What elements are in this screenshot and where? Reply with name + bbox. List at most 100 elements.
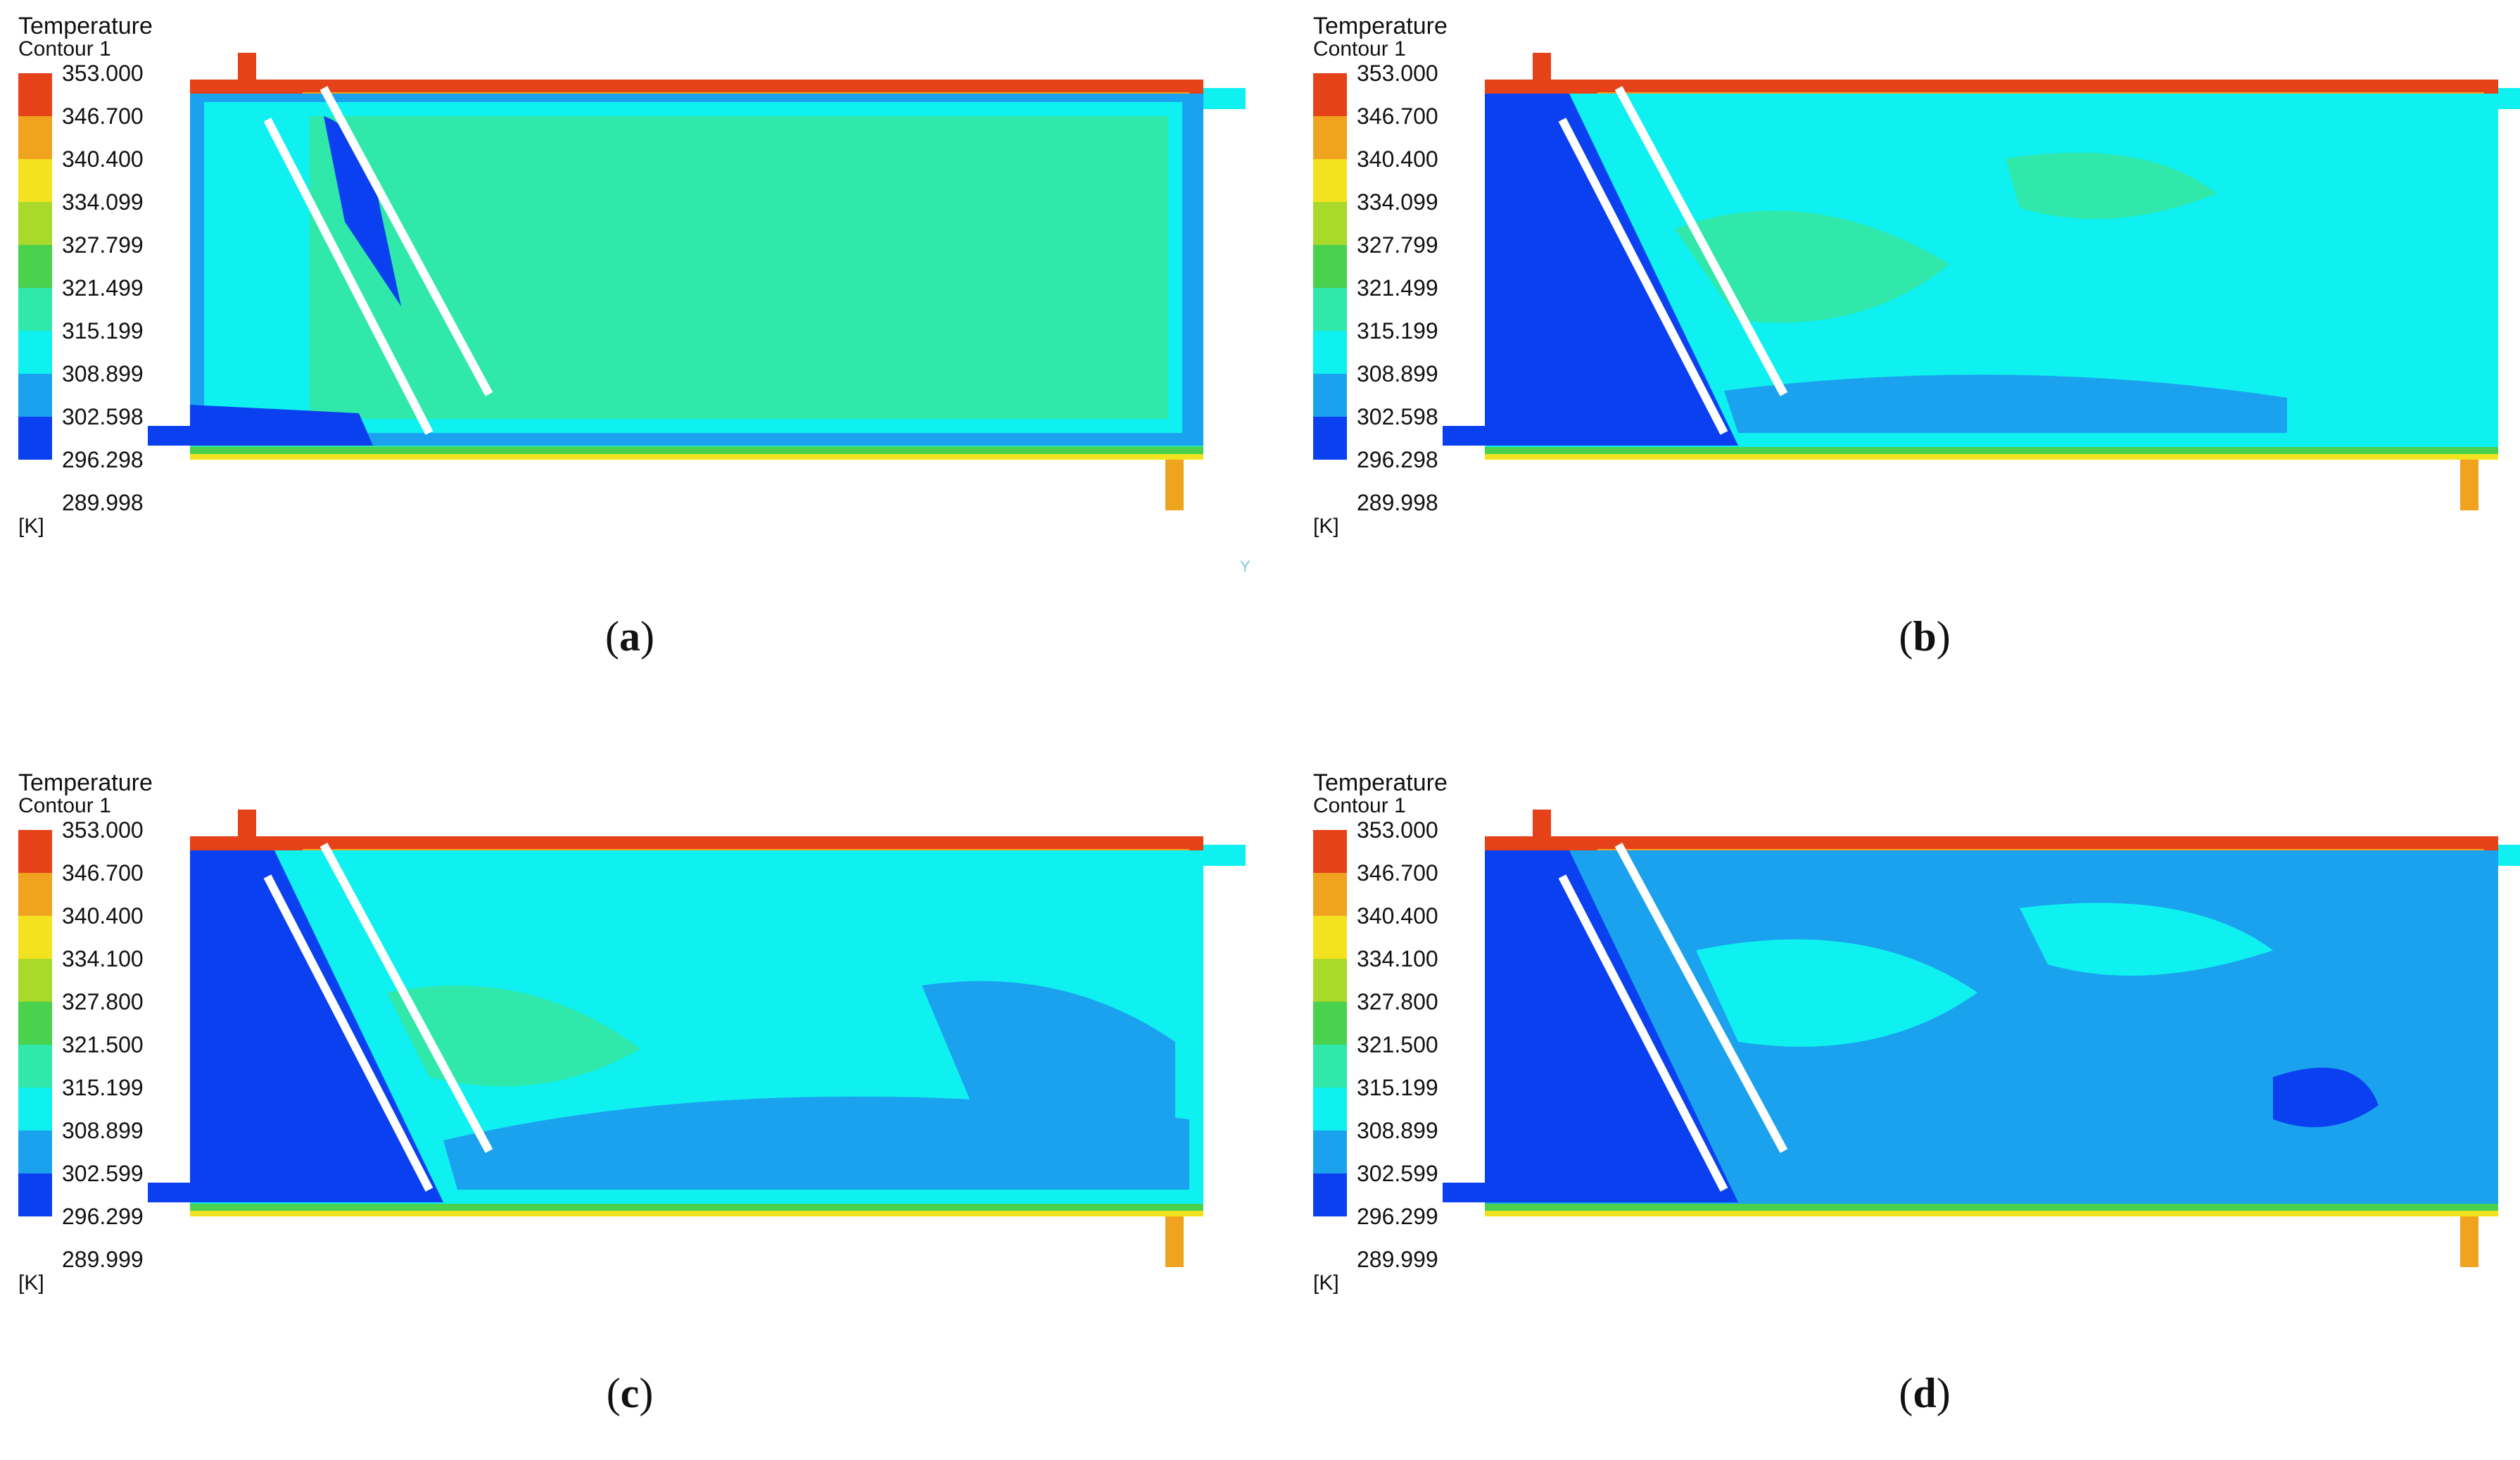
legend-swatch: [1313, 159, 1347, 202]
legend-tick-label: 289.998: [62, 490, 144, 515]
bottom-stripe: [190, 447, 1203, 454]
legend-swatch: [18, 1002, 52, 1045]
legend-swatch: [1313, 1173, 1347, 1216]
temperature-contour-plot: [1443, 810, 2520, 1267]
legend-swatch: [1313, 73, 1347, 116]
panel-caption: (c): [606, 1370, 654, 1416]
hot-inlet-pipe: [1533, 810, 1551, 838]
hot-inlet-pipe: [238, 53, 256, 81]
hot-top-layer: [190, 836, 1203, 850]
baffle-plate: [1558, 118, 1728, 435]
legend-tick-label: 353.000: [1357, 61, 1438, 86]
legend-subtitle: Contour 1: [18, 37, 111, 61]
cold-pool: [190, 405, 373, 446]
warm-core: [310, 116, 1168, 419]
legend-swatch: [18, 245, 52, 288]
legend-title: Temperature: [1313, 13, 1448, 39]
cold-inlet-pipe: [1443, 426, 1485, 446]
legend-color-bar: [1313, 73, 1347, 503]
temperature-contour-plot: [1443, 53, 2520, 510]
hot-top-layer: [1485, 836, 2498, 850]
legend-swatch: [1313, 873, 1347, 916]
legend-unit: [K]: [1313, 1271, 1339, 1295]
legend-unit: [K]: [18, 1271, 44, 1295]
hot-top-layer: [190, 80, 1203, 94]
y-axis-marker: Y: [1240, 558, 1250, 575]
legend-swatch: [18, 873, 52, 916]
warm-plume: [387, 986, 640, 1087]
legend-swatch: [1313, 331, 1347, 374]
residual-warm: [1696, 939, 1977, 1047]
cool-region: [922, 981, 1175, 1119]
hot-top-layer: [1485, 80, 2498, 94]
bottom-stripe: [1485, 447, 2498, 454]
temperature-legend: Temperature Contour 1 353.000 346.700 340.…: [18, 14, 229, 549]
panel-caption: (a): [605, 613, 654, 660]
cool-region: [443, 1096, 1189, 1190]
cool-band: [1724, 375, 2287, 433]
cold-inlet-pipe: [148, 1183, 190, 1202]
legend-tick-label: 327.799: [1357, 232, 1438, 258]
contour-panel-c: Temperature Contour 1 353.000 346.700 340.…: [0, 757, 1260, 1460]
legend-tick-label: 353.000: [62, 817, 144, 843]
baffle-plate: [263, 118, 433, 435]
contour-panel-b: Temperature Contour 1 353.000 346.700 340.…: [1295, 0, 2520, 703]
legend-tick-label: 327.800: [1357, 989, 1438, 1014]
legend-tick-label: 321.499: [62, 275, 144, 301]
cold-wedge: [190, 850, 443, 1202]
legend-tick-label: 327.799: [62, 232, 144, 258]
legend-tick-label: 308.899: [62, 1118, 144, 1143]
baffle-plate: [1614, 843, 1788, 1153]
legend-tick-label: 289.998: [1357, 490, 1438, 515]
panel-caption: (d): [1899, 1370, 1951, 1416]
legend-tick-label: 289.999: [1357, 1247, 1438, 1272]
legend-swatch: [1313, 202, 1347, 245]
legend-tick-label: 302.599: [1357, 1161, 1438, 1186]
legend-tick-label: 308.899: [1357, 1118, 1438, 1143]
legend-tick-label: 346.700: [1357, 860, 1438, 886]
legend-tick-label: 346.700: [62, 103, 144, 129]
legend-swatch: [1313, 245, 1347, 288]
legend-tick-label: 340.400: [1357, 903, 1438, 929]
legend-swatch: [18, 288, 52, 331]
temperature-contour-plot: [148, 53, 1246, 510]
legend-color-bar: [18, 73, 52, 503]
legend-swatch: [18, 159, 52, 202]
residual-warm: [2020, 902, 2273, 976]
legend-unit: [K]: [18, 515, 44, 538]
legend-tick-label: 308.899: [1357, 361, 1438, 386]
baffle-plate: [1558, 874, 1728, 1192]
legend-tick-label: 302.599: [62, 1161, 144, 1186]
legend-tick-label: 321.500: [62, 1032, 144, 1057]
temperature-legend: Temperature Contour 1 353.000 346.700 340.…: [1313, 14, 1524, 549]
bottom-stripe: [1485, 454, 2498, 460]
legend-swatch: [18, 1173, 52, 1216]
legend-swatch: [18, 916, 52, 959]
legend-tick-label: 321.500: [1357, 1032, 1438, 1057]
legend-swatch: [1313, 374, 1347, 417]
legend-tick-label: 340.400: [62, 903, 144, 929]
legend-tick-label: 289.999: [62, 1247, 144, 1272]
legend-swatch: [18, 1045, 52, 1088]
legend-tick-label: 340.400: [1357, 146, 1438, 172]
legend-color-bar: [1313, 830, 1347, 1259]
temperature-legend: Temperature Contour 1 353.000 346.700 340.…: [1313, 771, 1524, 1306]
temperature-legend: Temperature Contour 1 353.000 346.700 340.…: [18, 771, 229, 1306]
legend-swatch: [1313, 116, 1347, 159]
hot-inlet-pipe: [1533, 53, 1551, 81]
legend-swatch: [1313, 959, 1347, 1002]
legend-tick-label: 315.199: [1357, 318, 1438, 344]
bottom-stripe: [190, 1204, 1203, 1211]
cold-plume: [324, 116, 401, 306]
legend-tick-label: 302.598: [62, 404, 144, 429]
hot-inlet-pipe: [238, 810, 256, 838]
contour-panel-d: Temperature Contour 1 353.000 346.700 340.…: [1295, 757, 2520, 1460]
legend-unit: [K]: [1313, 515, 1339, 538]
legend-swatch: [18, 830, 52, 873]
bottom-stripe: [190, 454, 1203, 460]
baffle-plate: [319, 843, 493, 1153]
legend-tick-label: 308.899: [62, 361, 144, 386]
panel-label: b: [1913, 613, 1937, 660]
legend-title: Temperature: [18, 769, 153, 796]
legend-tick-label: 321.499: [1357, 275, 1438, 301]
